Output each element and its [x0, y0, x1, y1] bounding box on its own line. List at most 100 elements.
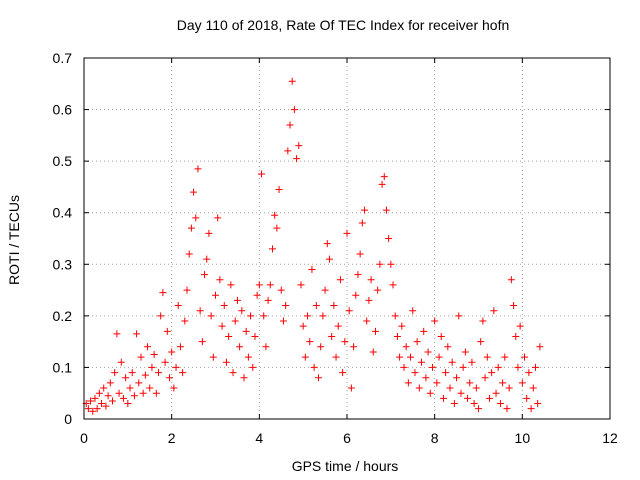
data-point [503, 405, 511, 413]
data-point [424, 348, 432, 356]
data-point [464, 394, 472, 402]
data-point [93, 405, 101, 413]
data-point [323, 240, 331, 248]
data-point [185, 250, 193, 258]
data-point [115, 389, 123, 397]
data-point [363, 317, 371, 325]
data-point [150, 351, 158, 359]
data-point [119, 394, 127, 402]
grid-lines [84, 58, 610, 419]
data-point [290, 106, 298, 114]
data-point [139, 389, 147, 397]
data-point [479, 317, 487, 325]
data-point [483, 353, 491, 361]
data-point [282, 302, 290, 310]
data-point [306, 338, 314, 346]
data-point [187, 224, 195, 232]
data-point [227, 281, 235, 289]
data-point [170, 384, 178, 392]
x-tick-label: 0 [80, 430, 88, 446]
data-point [255, 281, 263, 289]
data-point [179, 369, 187, 377]
data-point [492, 389, 500, 397]
data-point [466, 379, 474, 387]
data-point [168, 348, 176, 356]
data-point [481, 374, 489, 382]
data-point [100, 384, 108, 392]
data-point [531, 363, 539, 371]
data-point [304, 312, 312, 320]
data-point [106, 379, 114, 387]
data-point [251, 332, 259, 340]
data-point [203, 255, 211, 263]
chart-title: Day 110 of 2018, Rate Of TEC Index for r… [177, 17, 510, 33]
data-point [192, 214, 200, 222]
data-point [249, 363, 257, 371]
data-point [415, 384, 423, 392]
data-point [385, 235, 393, 242]
data-point [126, 384, 134, 392]
data-point [141, 371, 149, 379]
y-tick-label: 0.3 [53, 256, 73, 272]
data-point [268, 245, 276, 253]
x-tick-label: 10 [515, 430, 531, 446]
data-point [330, 302, 338, 310]
data-point [380, 173, 388, 181]
y-tick-label: 0 [64, 411, 72, 427]
data-point [163, 327, 171, 335]
data-point [407, 353, 415, 361]
data-point [218, 322, 226, 330]
data-point [308, 265, 316, 273]
data-point [216, 276, 224, 284]
y-tick-label: 0.6 [53, 102, 73, 118]
data-point [266, 281, 274, 289]
y-tick-label: 0.1 [53, 359, 73, 375]
data-point [488, 369, 496, 377]
data-point [264, 296, 272, 304]
data-point [133, 330, 141, 338]
data-point [475, 405, 482, 413]
data-point [496, 400, 504, 408]
data-point [534, 400, 542, 408]
data-point [312, 302, 320, 310]
data-point [148, 363, 156, 371]
data-point [176, 343, 184, 351]
data-point [431, 317, 439, 325]
data-point [525, 369, 533, 377]
data-point [523, 394, 531, 402]
y-tick-label: 0.5 [53, 153, 73, 169]
data-point [461, 348, 469, 356]
data-point [516, 322, 524, 330]
data-point [146, 384, 154, 392]
data-point [273, 224, 281, 232]
data-point [510, 302, 518, 310]
data-point [433, 379, 441, 387]
data-point [253, 291, 261, 299]
data-point [190, 188, 198, 196]
data-point [396, 353, 404, 361]
data-point [262, 343, 270, 351]
data-point [295, 142, 303, 150]
data-point [319, 312, 327, 320]
data-point [157, 312, 165, 320]
data-point [420, 327, 428, 335]
data-point [152, 389, 160, 397]
data-point [402, 343, 410, 351]
data-point [413, 338, 421, 346]
data-point [135, 379, 143, 387]
data-point [128, 369, 136, 377]
data-point [247, 312, 255, 320]
data-point [334, 322, 342, 330]
data-point [356, 250, 364, 258]
data-point [321, 286, 329, 294]
data-point [87, 397, 95, 405]
data-point [104, 392, 112, 400]
data-point [514, 363, 522, 371]
data-point [332, 353, 340, 361]
data-point [343, 229, 351, 237]
data-point [225, 332, 233, 340]
data-point [144, 343, 152, 351]
data-point [404, 379, 412, 387]
data-point [435, 353, 443, 361]
data-point [494, 363, 502, 371]
